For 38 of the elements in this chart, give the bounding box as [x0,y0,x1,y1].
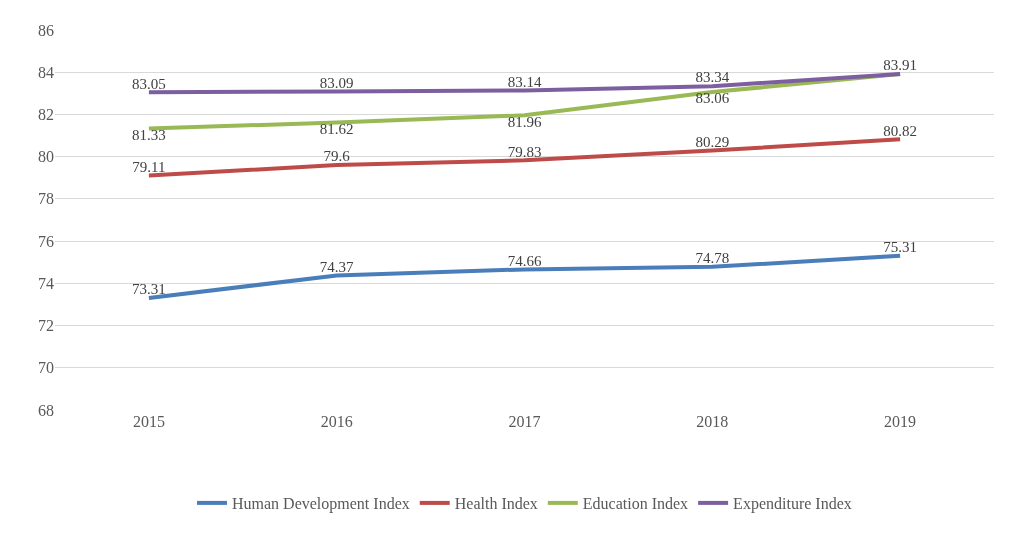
legend-label: Human Development Index [232,495,410,514]
data-label: 83.14 [507,73,542,90]
data-label: 81.33 [132,126,166,143]
data-label: 83.09 [319,74,354,91]
y-tick-label: 82 [38,106,54,124]
y-tick-label: 76 [38,232,54,250]
data-label: 83.91 [883,57,917,74]
y-tick-label: 68 [38,401,54,419]
y-tick-label: 86 [38,21,54,39]
data-label: 74.78 [695,250,730,267]
data-label: 79.6 [323,148,351,165]
y-tick-label: 84 [38,63,54,81]
x-tick-label: 2019 [884,413,917,430]
legend-label: Health Index [454,495,538,513]
data-label: 80.29 [695,133,730,150]
y-tick-label: 78 [38,190,54,208]
data-label: 75.31 [883,238,917,255]
data-label: 83.34 [695,69,730,86]
data-label: 81.62 [319,120,354,137]
legend-label: Education Index [582,495,689,513]
data-label: 79.11 [132,158,166,175]
y-tick-label: 72 [38,317,54,335]
data-label: 74.66 [507,252,542,269]
data-label: 74.37 [319,258,355,275]
y-tick-label: 80 [38,148,54,166]
data-label: 73.31 [132,281,166,298]
legend-label: Expenditure Index [733,495,852,514]
data-label: 80.82 [883,122,917,139]
x-tick-label: 2018 [696,413,729,430]
data-label: 81.96 [507,113,542,130]
data-label: 83.05 [132,75,166,92]
y-tick-label: 70 [38,359,54,377]
x-tick-label: 2017 [508,413,541,430]
y-tick-label: 74 [38,274,54,292]
data-label: 83.06 [695,90,730,107]
x-tick-label: 2015 [132,413,165,430]
data-label: 79.83 [507,143,542,160]
x-tick-label: 2016 [320,413,353,430]
